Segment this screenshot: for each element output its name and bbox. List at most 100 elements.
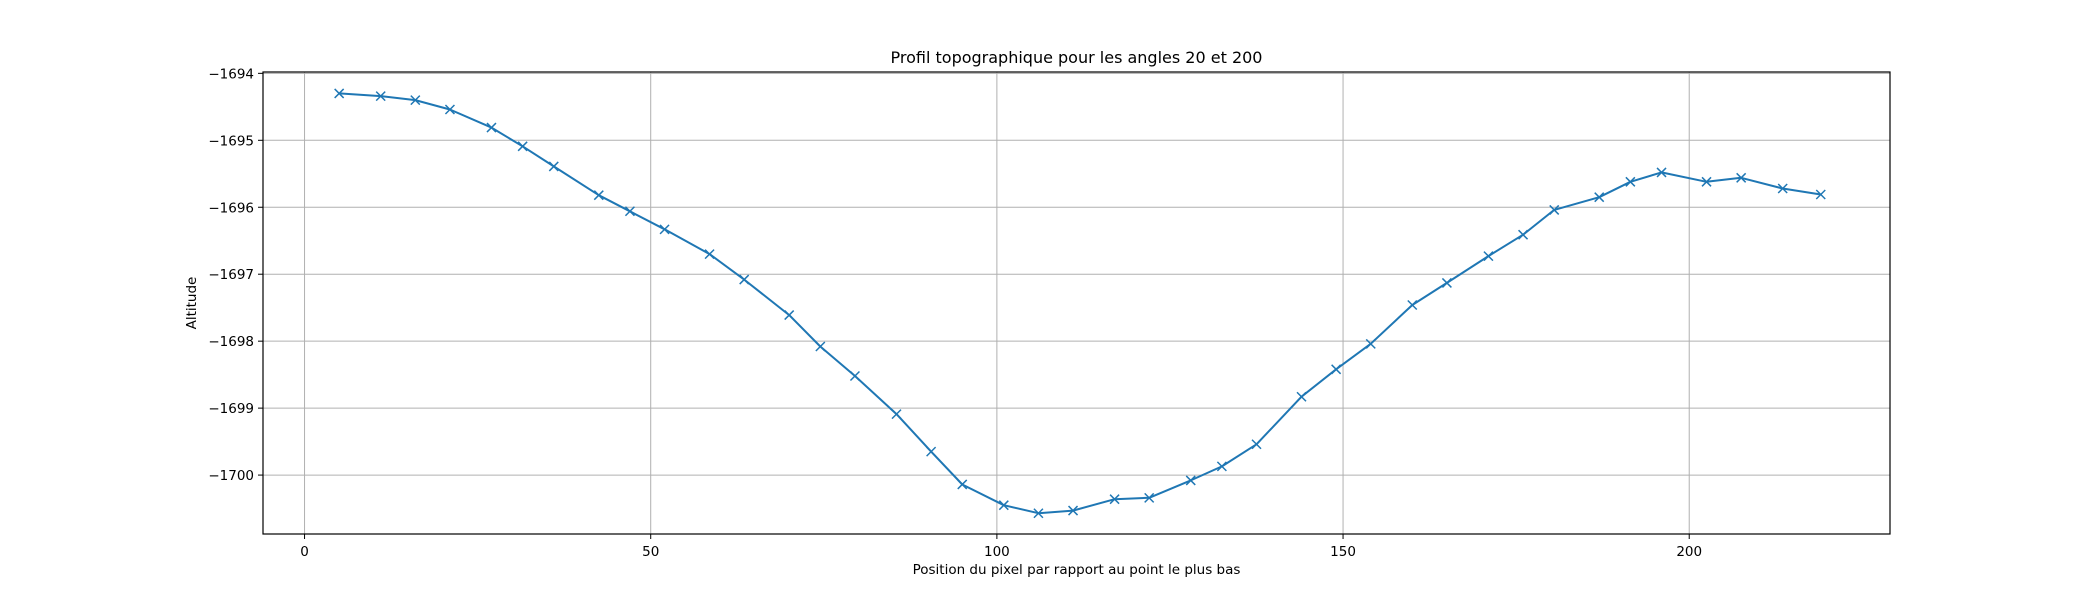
marker-stroke [1736, 172, 1747, 183]
data-point-marker [375, 91, 386, 102]
data-point-marker [1815, 189, 1826, 200]
marker-stroke [957, 479, 968, 490]
data-point-marker [486, 122, 497, 133]
marker-stroke [784, 310, 795, 321]
data-point-marker [624, 206, 635, 217]
marker-stroke [1185, 475, 1196, 486]
data-point-marker [926, 446, 937, 457]
data-point-marker [1068, 505, 1079, 516]
y-tick-label: −1696 [208, 200, 254, 216]
data-point-marker [1251, 439, 1262, 450]
marker-stroke [926, 446, 937, 457]
marker-stroke [1815, 189, 1826, 200]
marker-stroke [1777, 183, 1788, 194]
x-axis-label: Position du pixel par rapport au point l… [913, 562, 1241, 578]
marker-stroke [1144, 492, 1155, 503]
marker-stroke [739, 274, 750, 285]
data-point-marker [1656, 167, 1667, 178]
data-point-marker [957, 479, 968, 490]
y-tick-label: −1699 [208, 401, 254, 417]
marker-stroke [624, 206, 635, 217]
marker-stroke [1068, 505, 1079, 516]
data-point-marker [1331, 364, 1342, 375]
marker-stroke [334, 88, 345, 99]
marker-stroke [891, 409, 902, 420]
marker-stroke [486, 122, 497, 133]
marker-stroke [1594, 192, 1605, 203]
marker-stroke [704, 249, 715, 260]
marker-stroke [815, 341, 826, 352]
data-point-marker [1518, 229, 1529, 240]
data-point-marker [1549, 204, 1560, 215]
x-tick-label: 150 [1330, 544, 1356, 560]
marker-stroke [593, 190, 604, 201]
data-point-marker [704, 249, 715, 260]
x-tick-label: 100 [984, 544, 1010, 560]
marker-stroke [1549, 204, 1560, 215]
marker-stroke [659, 224, 670, 235]
marker-stroke [1216, 461, 1227, 472]
data-point-marker [659, 224, 670, 235]
x-tick-label: 200 [1676, 544, 1702, 560]
marker-stroke [1441, 277, 1452, 288]
data-point-marker [548, 161, 559, 172]
marker-stroke [1109, 494, 1120, 505]
data-point-marker [334, 88, 345, 99]
y-tick-label: −1695 [208, 133, 254, 149]
data-point-marker [1144, 492, 1155, 503]
axes-ticks: 0 50 100 150 200 −1700 −1699 −1698 −1697 −1696 −16… [208, 66, 1702, 560]
data-point-marker [1701, 176, 1712, 187]
marker-stroke [444, 104, 455, 115]
marker-stroke [998, 500, 1009, 511]
data-point-marker [1365, 338, 1376, 349]
x-tick-label: 0 [300, 544, 309, 560]
data-point-marker [1483, 251, 1494, 262]
marker-stroke [548, 161, 559, 172]
data-point-marker [517, 141, 528, 152]
y-axis-label: Altitude [184, 277, 200, 330]
marker-stroke [849, 370, 860, 382]
data-point-marker [1407, 299, 1418, 311]
y-tick-label: −1698 [208, 334, 254, 350]
plot-frame [262, 71, 1891, 535]
data-point-marker [1441, 277, 1452, 288]
marker-stroke [517, 141, 528, 152]
data-point-marker [1777, 183, 1788, 194]
data-point-marker [444, 104, 455, 115]
data-point-marker [1736, 172, 1747, 183]
marker-stroke [1483, 251, 1494, 262]
data-point-marker [1594, 192, 1605, 203]
marker-stroke [1331, 364, 1342, 375]
data-point-marker [593, 190, 604, 201]
x-tick-label: 50 [642, 544, 659, 560]
data-point-marker [998, 500, 1009, 511]
marker-stroke [1625, 176, 1636, 187]
y-tick-label: −1694 [208, 66, 254, 82]
marker-stroke [1518, 229, 1529, 240]
plot-area [263, 72, 1890, 534]
data-point-marker [891, 409, 902, 420]
data-point-marker [1109, 494, 1120, 505]
data-point-marker [784, 310, 795, 321]
data-point-marker [1033, 508, 1044, 519]
data-point-marker [739, 274, 750, 285]
data-point-marker [1296, 391, 1307, 402]
marker-stroke [1365, 338, 1376, 349]
data-point-marker [1185, 475, 1196, 486]
data-point-marker [849, 370, 860, 382]
grid [263, 72, 1890, 534]
marker-stroke [1033, 508, 1044, 519]
y-tick-label: −1700 [208, 468, 254, 484]
marker-stroke [1701, 176, 1712, 187]
data-point-marker [1625, 176, 1636, 187]
marker-stroke [1251, 439, 1262, 450]
data-point-marker [410, 95, 421, 106]
chart-title: Profil topographique pour les angles 20 … [891, 48, 1263, 67]
marker-stroke [1656, 167, 1667, 178]
marker-stroke [1407, 299, 1418, 311]
y-tick-label: −1697 [208, 267, 254, 283]
marker-stroke [1296, 391, 1307, 402]
data-point-marker [815, 341, 826, 352]
marker-stroke [375, 91, 386, 102]
